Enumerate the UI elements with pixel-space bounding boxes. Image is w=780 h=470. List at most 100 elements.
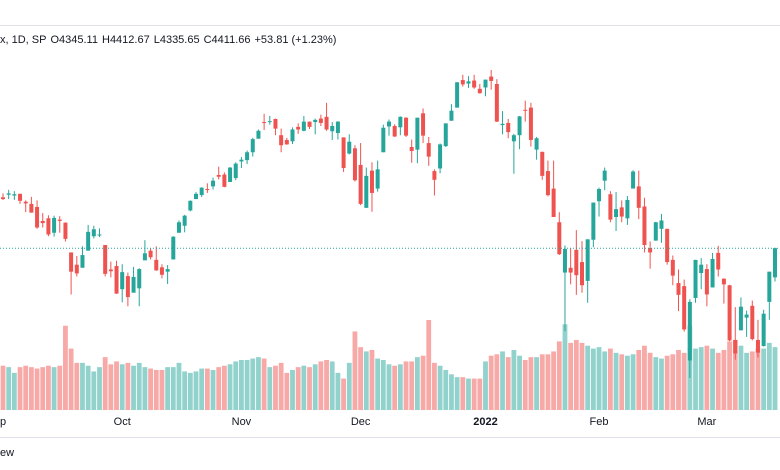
volume-bar	[613, 352, 619, 410]
candle-body	[347, 141, 352, 154]
volume-bar	[517, 355, 522, 410]
candle-body	[114, 266, 119, 294]
volume-bar	[426, 320, 432, 410]
volume-bar	[159, 370, 165, 410]
candle-body	[483, 79, 488, 88]
volume-bar	[221, 365, 227, 410]
volume-bar	[329, 361, 335, 410]
volume-bar	[659, 358, 664, 410]
volume-bar	[602, 351, 608, 410]
candle-body	[466, 81, 471, 84]
volume-bar	[256, 357, 261, 410]
candle-body	[165, 269, 170, 272]
candle-body	[744, 314, 749, 318]
candle-body	[404, 117, 409, 136]
volume-bar	[63, 325, 68, 410]
volume-bar	[528, 357, 534, 410]
candle-body	[528, 107, 533, 140]
volume-bar	[182, 371, 188, 410]
candle-body	[256, 130, 261, 139]
volume-bar	[307, 367, 312, 410]
ohlc-label: O	[50, 34, 59, 46]
candle-body	[125, 276, 130, 298]
candle-body	[29, 203, 34, 213]
x-tick-label: Nov	[232, 416, 252, 428]
candle-body	[137, 269, 142, 289]
volume-bar	[551, 351, 557, 410]
candle-body	[194, 193, 198, 200]
ohlc-value: 4345.11	[59, 34, 98, 46]
volume-bar	[335, 372, 341, 410]
candle-body	[636, 186, 641, 208]
candle-body	[364, 175, 369, 208]
volume-bar	[102, 357, 108, 410]
candle-body	[608, 194, 613, 220]
candle-body	[574, 249, 579, 276]
volume-bar	[324, 360, 329, 410]
candle-body	[330, 126, 335, 132]
candle-body	[710, 259, 715, 288]
volume-bar	[534, 357, 539, 410]
volume-bar	[568, 342, 574, 410]
volume-bar	[619, 354, 625, 410]
candle-body	[188, 200, 193, 211]
candle-body	[767, 271, 772, 302]
candle-body	[324, 116, 329, 130]
candle-body	[381, 127, 386, 153]
volume-bar	[363, 351, 369, 410]
candle-body	[273, 119, 278, 129]
candle-body	[6, 193, 11, 195]
volume-bar	[670, 354, 676, 410]
candle-body	[562, 248, 567, 273]
candle-body	[585, 239, 590, 281]
volume-bar	[199, 368, 205, 410]
candle-body	[665, 228, 670, 263]
volume-bar	[704, 345, 710, 410]
candle-body	[131, 276, 136, 293]
candle-body	[631, 171, 636, 189]
volume-bar	[477, 378, 483, 410]
candle-body	[148, 250, 153, 258]
candle-body	[398, 116, 403, 128]
candle-body	[40, 220, 45, 224]
volume-bar	[545, 354, 551, 410]
candle-body	[120, 272, 125, 290]
x-tick-label: 2022	[473, 416, 497, 428]
volume-bar	[698, 347, 704, 410]
volume-bar	[91, 371, 97, 410]
volume-bar	[170, 367, 176, 410]
candle-body	[761, 313, 766, 347]
volume-bar	[511, 350, 517, 410]
candle-body	[477, 88, 482, 94]
candle-body	[648, 248, 653, 253]
ohlc-value: 4335.65	[160, 34, 200, 46]
candle-body	[653, 222, 658, 241]
x-axis: p Oct Nov Dec 2022 Feb Mar	[0, 416, 717, 428]
candle-body	[108, 269, 113, 272]
candle-body	[716, 252, 721, 270]
candle-body	[222, 174, 227, 187]
candle-body	[239, 159, 244, 162]
candle-body	[500, 123, 505, 126]
volume-bar	[664, 355, 670, 410]
volume-bar	[420, 355, 426, 410]
volume-bar	[17, 367, 23, 410]
candle-body	[591, 202, 596, 240]
volume-bar	[676, 350, 681, 410]
volume-bar	[301, 365, 307, 410]
volume-bar	[131, 365, 136, 410]
volume-bar	[346, 362, 352, 410]
volume-bar	[397, 364, 403, 410]
candle-body	[670, 259, 675, 276]
volume-bar	[738, 345, 744, 410]
volume-bar	[97, 367, 102, 410]
candle-body	[369, 170, 374, 193]
volume-pane	[0, 320, 778, 410]
volume-bar	[119, 364, 125, 410]
candle-body	[176, 222, 181, 233]
candle-body	[74, 264, 79, 274]
candle-body	[211, 180, 216, 187]
volume-bar	[193, 371, 199, 410]
volume-bar	[454, 377, 460, 410]
